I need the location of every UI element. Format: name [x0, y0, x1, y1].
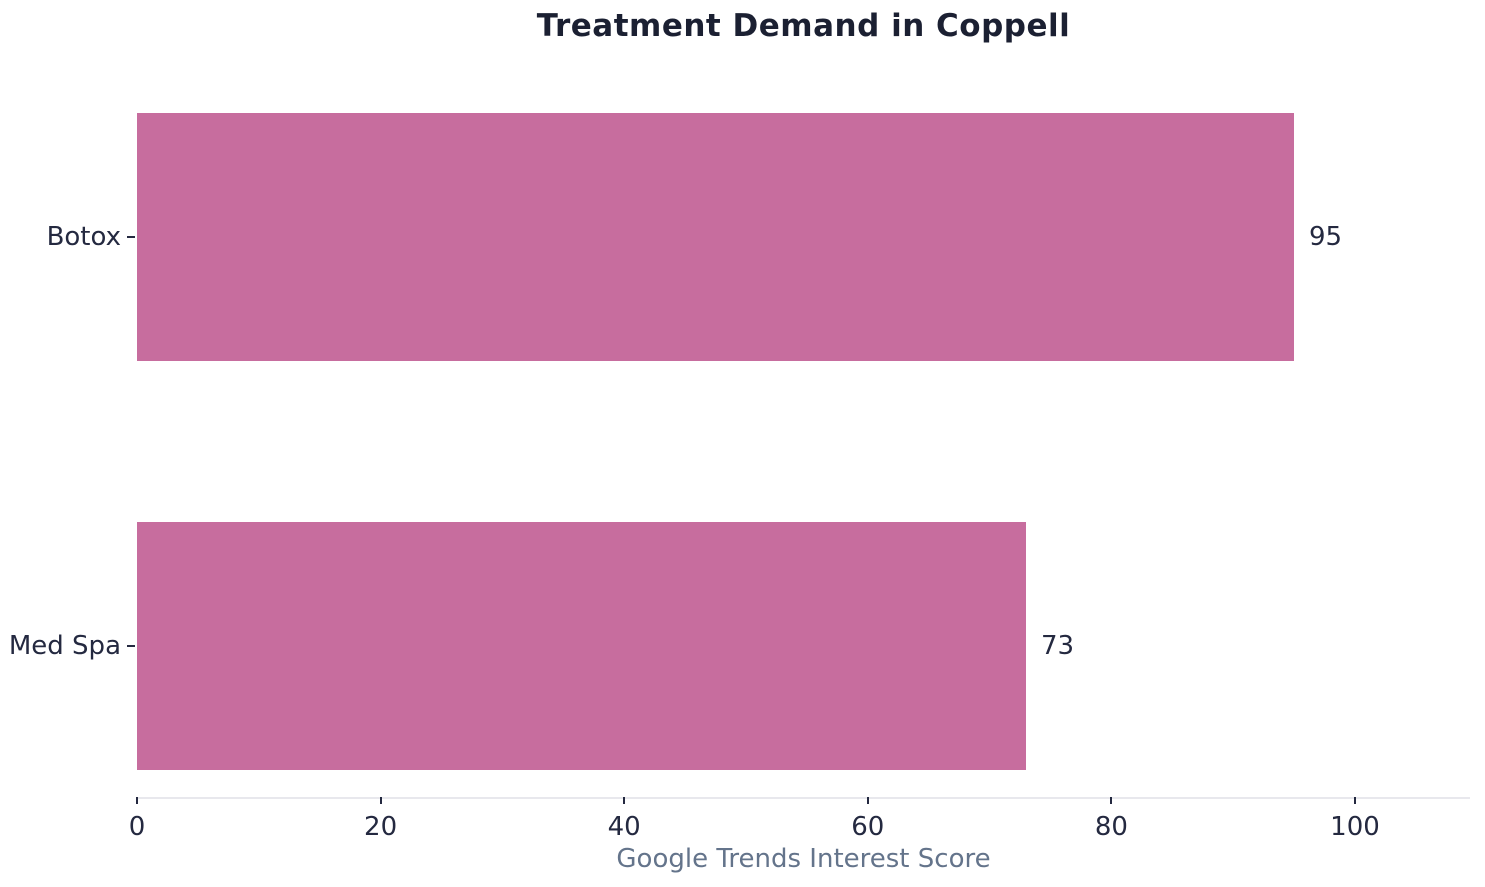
x-axis-label: Google Trends Interest Score [616, 844, 991, 874]
x-tick-label: 60 [851, 812, 885, 842]
x-tick-mark [866, 797, 869, 804]
y-tick-mark [127, 645, 135, 647]
x-tick-label: 0 [128, 812, 146, 842]
x-tick-mark [136, 797, 138, 804]
x-tick-mark [379, 797, 382, 804]
chart-title: Treatment Demand in Coppell [536, 8, 1071, 44]
category-label: Med Spa [8, 631, 121, 661]
y-tick-mark [127, 236, 135, 238]
bar-botox [137, 113, 1294, 361]
x-tick-label: 40 [607, 812, 641, 842]
x-tick-mark [1354, 797, 1356, 804]
value-label: 95 [1309, 222, 1343, 252]
value-label: 73 [1041, 631, 1075, 661]
x-tick-label: 80 [1094, 812, 1128, 842]
x-tick-label: 20 [364, 812, 398, 842]
x-axis-line [137, 797, 1470, 799]
x-tick-mark [1110, 797, 1113, 804]
x-tick-label: 100 [1330, 812, 1380, 842]
bar-med-spa [137, 522, 1026, 770]
category-label: Botox [46, 222, 121, 252]
x-tick-mark [623, 797, 626, 804]
